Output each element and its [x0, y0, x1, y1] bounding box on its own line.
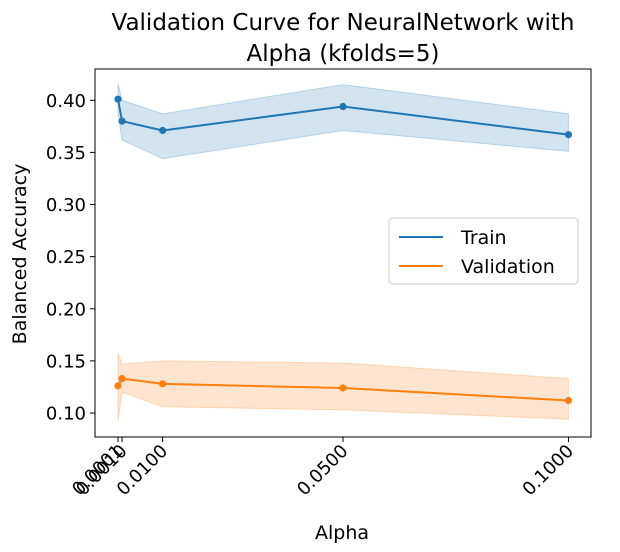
y-tick-label-3: 0.25	[46, 247, 86, 268]
x-tick-label-3: 0.0500	[293, 441, 352, 500]
y-axis-ticks: 0.10 0.15 0.20 0.25 0.30 0.35 0.40	[46, 91, 95, 425]
point-validation-3	[339, 384, 347, 392]
point-train-4	[564, 131, 573, 139]
chart-title-line1: Validation Curve for NeuralNetwork with	[112, 10, 575, 36]
y-tick-label-1: 0.15	[46, 351, 86, 372]
point-train-2	[159, 126, 167, 135]
band-train	[117, 83, 569, 160]
y-tick-label-6: 0.40	[46, 91, 86, 112]
y-axis-label: Balanced Accuracy	[9, 164, 31, 345]
y-tick-label-4: 0.30	[46, 195, 86, 216]
legend-label-train: Train	[460, 227, 507, 249]
y-tick-label-2: 0.20	[46, 299, 86, 320]
y-tick-label-0: 0.10	[46, 404, 86, 425]
legend-box	[388, 217, 579, 285]
legend-label-validation: Validation	[461, 256, 555, 278]
chart-title-line2: Alpha (kfolds=5)	[246, 41, 439, 67]
series-points	[114, 95, 573, 405]
point-validation-2	[159, 380, 167, 388]
legend: Train Validation	[388, 217, 579, 285]
point-validation-1	[118, 375, 126, 383]
point-train-0	[114, 95, 122, 103]
point-train-3	[339, 102, 347, 111]
point-train-1	[118, 117, 126, 125]
y-tick-label-5: 0.35	[46, 143, 86, 164]
point-validation-4	[564, 396, 573, 405]
x-tick-label-4: 0.1000	[519, 441, 578, 500]
point-validation-0	[114, 382, 122, 390]
x-axis-label: Alpha	[315, 522, 369, 544]
